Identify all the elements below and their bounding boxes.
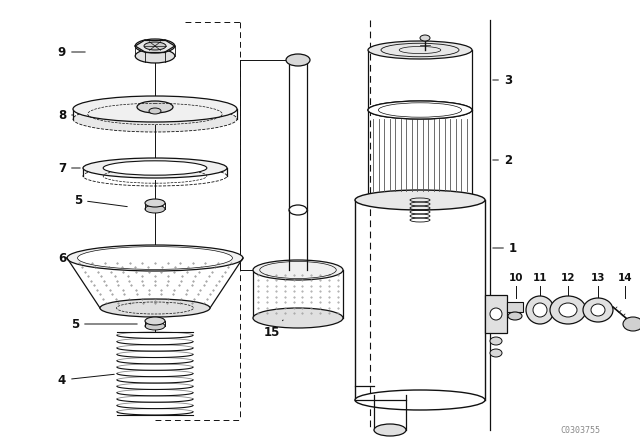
Text: 1: 1 [493,241,517,254]
Ellipse shape [149,108,161,114]
Ellipse shape [135,49,175,63]
Text: 12: 12 [561,273,575,283]
Ellipse shape [145,317,165,325]
Ellipse shape [135,39,175,53]
Ellipse shape [355,190,485,210]
Bar [507,302,523,312]
Text: C0303755: C0303755 [560,426,600,435]
Ellipse shape [73,96,237,122]
Ellipse shape [355,390,485,410]
Ellipse shape [368,191,472,209]
Text: 5: 5 [71,318,137,331]
Ellipse shape [103,161,207,175]
Ellipse shape [289,55,307,65]
Ellipse shape [144,42,166,50]
Ellipse shape [253,308,343,328]
Ellipse shape [137,101,173,113]
Text: 10: 10 [509,273,524,283]
Ellipse shape [368,41,472,59]
Ellipse shape [145,322,165,330]
Ellipse shape [145,205,165,213]
Ellipse shape [67,245,243,271]
Ellipse shape [100,299,210,317]
Ellipse shape [145,199,165,207]
Ellipse shape [420,35,430,41]
Text: 7: 7 [58,161,80,175]
Ellipse shape [77,246,232,269]
Text: 11: 11 [532,273,547,283]
Ellipse shape [583,298,613,322]
Ellipse shape [368,101,472,119]
Ellipse shape [286,54,310,66]
Ellipse shape [623,317,640,331]
Ellipse shape [253,260,343,280]
Ellipse shape [490,308,502,320]
Text: 2: 2 [493,154,512,167]
Text: 8: 8 [58,108,73,121]
Ellipse shape [591,304,605,316]
Ellipse shape [368,101,472,119]
Text: 15: 15 [264,320,283,339]
Bar [485,295,507,333]
Text: 4: 4 [58,374,114,387]
Text: 6: 6 [58,251,67,264]
Ellipse shape [533,303,547,317]
Ellipse shape [550,296,586,324]
Ellipse shape [508,312,522,320]
Ellipse shape [490,337,502,345]
Text: 5: 5 [74,194,127,207]
Text: 14: 14 [618,273,632,283]
Ellipse shape [83,158,227,178]
Text: 3: 3 [493,73,512,86]
Ellipse shape [374,424,406,436]
Ellipse shape [289,205,307,215]
Ellipse shape [559,303,577,317]
Ellipse shape [490,349,502,357]
Text: 9: 9 [58,46,85,59]
Ellipse shape [526,296,554,324]
Ellipse shape [73,106,237,132]
Text: 13: 13 [591,273,605,283]
